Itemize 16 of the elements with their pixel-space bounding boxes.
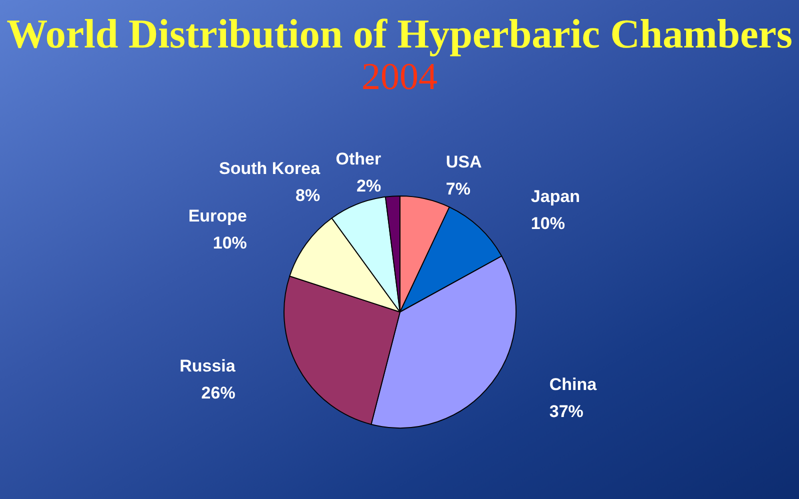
data-label: 26% xyxy=(201,383,236,402)
slice-label: South Korea xyxy=(219,158,321,178)
data-label: 10% xyxy=(212,234,247,253)
data-label: 10% xyxy=(530,214,565,233)
slice-label: Other xyxy=(336,149,382,168)
slice-label: Russia xyxy=(180,356,236,376)
chart-title: World Distribution of Hyperbaric Chambers xyxy=(6,10,792,56)
slice-label: Europe xyxy=(188,206,247,226)
slice-label: USA xyxy=(446,152,482,172)
slice-label: China xyxy=(549,374,598,394)
slice-label: Japan xyxy=(530,186,580,206)
data-label: 8% xyxy=(296,186,320,205)
data-label: 37% xyxy=(549,402,584,421)
data-label: 2% xyxy=(356,176,382,196)
data-label: 7% xyxy=(446,179,471,198)
chart-subtitle: 2004 xyxy=(362,56,438,98)
